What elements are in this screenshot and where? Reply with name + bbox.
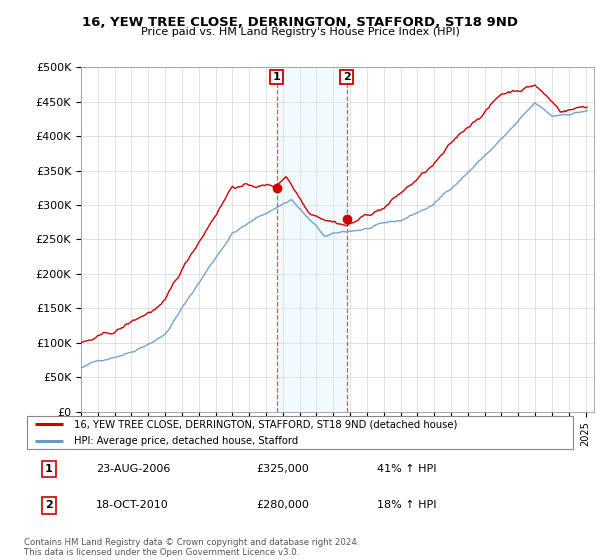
Text: 16, YEW TREE CLOSE, DERRINGTON, STAFFORD, ST18 9ND: 16, YEW TREE CLOSE, DERRINGTON, STAFFORD… xyxy=(82,16,518,29)
Text: 2: 2 xyxy=(45,501,53,510)
FancyBboxPatch shape xyxy=(27,416,573,449)
Text: HPI: Average price, detached house, Stafford: HPI: Average price, detached house, Staf… xyxy=(74,436,298,446)
Bar xyxy=(277,67,347,412)
Text: 23-AUG-2006: 23-AUG-2006 xyxy=(96,464,170,474)
Text: 1: 1 xyxy=(273,72,281,82)
Text: 1: 1 xyxy=(45,464,53,474)
Text: Contains HM Land Registry data © Crown copyright and database right 2024.
This d: Contains HM Land Registry data © Crown c… xyxy=(24,538,359,557)
Text: 16, YEW TREE CLOSE, DERRINGTON, STAFFORD, ST18 9ND (detached house): 16, YEW TREE CLOSE, DERRINGTON, STAFFORD… xyxy=(74,419,457,429)
Text: Price paid vs. HM Land Registry's House Price Index (HPI): Price paid vs. HM Land Registry's House … xyxy=(140,27,460,37)
Text: 41% ↑ HPI: 41% ↑ HPI xyxy=(377,464,437,474)
Text: 2: 2 xyxy=(343,72,350,82)
Text: £280,000: £280,000 xyxy=(256,501,309,510)
Text: £325,000: £325,000 xyxy=(256,464,308,474)
Text: 18% ↑ HPI: 18% ↑ HPI xyxy=(377,501,437,510)
Text: 18-OCT-2010: 18-OCT-2010 xyxy=(96,501,169,510)
